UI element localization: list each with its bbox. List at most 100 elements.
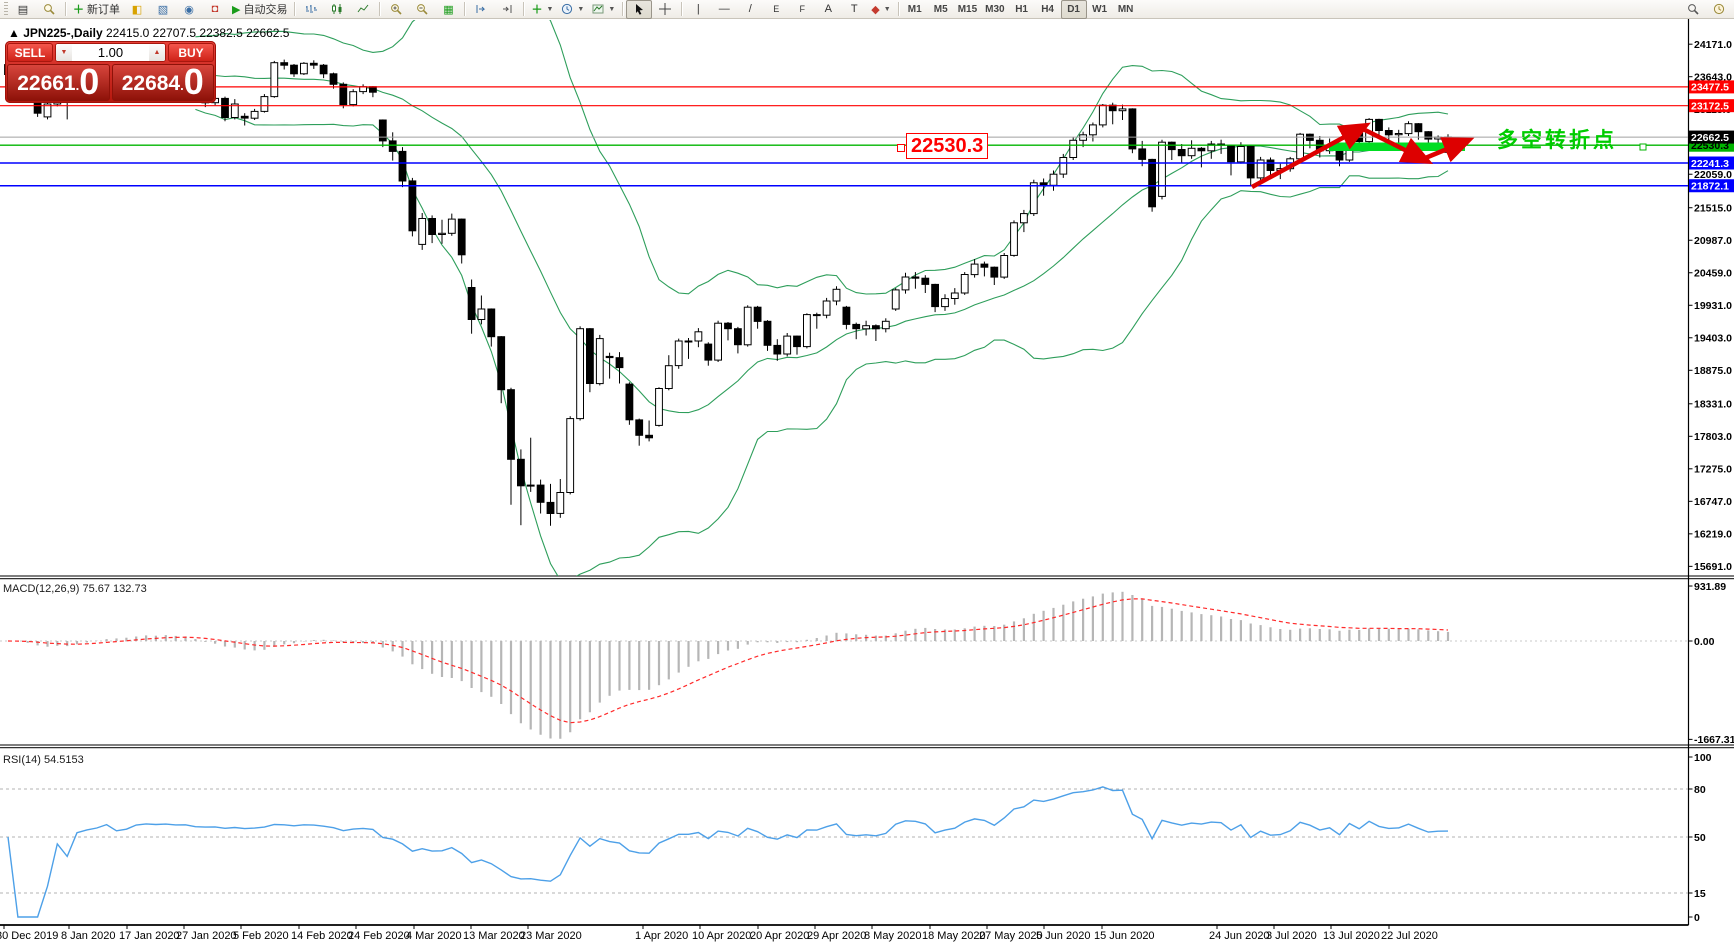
candle: [783, 335, 792, 355]
candle: [319, 64, 328, 75]
svg-text:-1667.31: -1667.31: [1694, 734, 1734, 746]
macd-indicator: [0, 591, 1688, 739]
candle: [1404, 123, 1413, 135]
timeframe-button-MN[interactable]: MN: [1117, 3, 1134, 15]
candle: [901, 276, 910, 291]
sell-price-display[interactable]: 22661. 0: [7, 64, 110, 101]
candle: [447, 218, 456, 234]
candle: [842, 306, 851, 325]
timeframe-button-H4[interactable]: H4: [1041, 3, 1054, 15]
market-icon: ◘: [211, 3, 219, 15]
auto-scroll-icon: [476, 5, 486, 13]
timeframe-button-M15[interactable]: M15: [957, 3, 978, 15]
candle: [576, 328, 585, 420]
candle: [378, 119, 387, 142]
svg-text:0.00: 0.00: [1694, 636, 1715, 648]
line-anchor[interactable]: [1639, 143, 1647, 151]
candle: [605, 355, 614, 359]
zoom-in-button[interactable]: [383, 0, 409, 19]
charts-list-button[interactable]: ▤: [10, 0, 36, 19]
timeframe-button-W1[interactable]: W1: [1092, 3, 1108, 15]
symbol-title: JPN225-,Daily: [23, 26, 103, 40]
buy-price-display[interactable]: 22684. 0: [111, 64, 214, 101]
timeframe-button-M5[interactable]: M5: [933, 3, 948, 15]
data-window-button[interactable]: [36, 0, 62, 19]
text-tool-icon: A: [824, 3, 832, 15]
new-order-label: 新订单: [87, 4, 120, 16]
candle: [1089, 124, 1097, 136]
candle: [1000, 255, 1009, 278]
candle: [398, 150, 407, 182]
fibonacci-tool-button[interactable]: F: [789, 0, 815, 19]
label-tool-button[interactable]: T: [841, 0, 867, 19]
price-axis[interactable]: 24171.023643.023115.022059.021515.020987…: [1688, 39, 1733, 573]
svg-text:5 Feb 2020: 5 Feb 2020: [233, 930, 289, 942]
timeframe-button-D1[interactable]: D1: [1060, 0, 1087, 19]
svg-text:23172.5: 23172.5: [1691, 100, 1729, 112]
candle: [1010, 222, 1018, 256]
search-button[interactable]: [1680, 0, 1706, 19]
periods-button[interactable]: ▼: [557, 0, 588, 19]
line-chart-mode-button[interactable]: [350, 0, 376, 19]
auto-scroll-button[interactable]: [468, 0, 494, 19]
svg-text:27 May 2020: 27 May 2020: [979, 930, 1043, 942]
timeframe-button-H1[interactable]: H1: [1015, 3, 1028, 15]
zigzag-trend-arrows[interactable]: [1250, 122, 1475, 189]
profiles-button[interactable]: ▧: [150, 0, 176, 19]
crosshair-tool-button[interactable]: [652, 0, 678, 19]
buy-button[interactable]: BUY: [168, 43, 214, 62]
candle: [941, 298, 949, 308]
charts-list-icon: ▤: [17, 3, 29, 16]
pivot-annotation-text[interactable]: 多空转折点: [1497, 129, 1617, 152]
svg-text:24 Feb 2020: 24 Feb 2020: [348, 930, 410, 942]
toolbar-drag-handle[interactable]: [4, 2, 8, 16]
candle: [408, 180, 417, 232]
candle: [773, 344, 782, 355]
text-tool-button[interactable]: A: [815, 0, 841, 19]
symbol-collapse-icon[interactable]: ▲: [8, 26, 20, 40]
timeframe-button-M1[interactable]: M1: [907, 3, 922, 15]
volume-decrease-button[interactable]: ▼: [56, 44, 72, 61]
templates-button[interactable]: ▼: [588, 0, 619, 19]
volume-increase-button[interactable]: ▲: [149, 44, 165, 61]
zoom-out-button[interactable]: [409, 0, 435, 19]
candle: [970, 263, 979, 276]
svg-text:21515.0: 21515.0: [1694, 203, 1732, 215]
candle: [763, 320, 772, 346]
vertical-line-tool-button[interactable]: |: [685, 0, 711, 19]
candle: [1296, 133, 1304, 160]
cursor-tool-button[interactable]: [626, 0, 653, 19]
chart-shift-button[interactable]: [494, 0, 520, 19]
time-button[interactable]: [1706, 0, 1732, 19]
styles-button[interactable]: ◧: [124, 0, 150, 19]
trendline-tool-button[interactable]: /: [737, 0, 763, 19]
candle: [1020, 213, 1028, 224]
new-order-button[interactable]: ＋ 新订单: [69, 0, 124, 19]
svg-text:15: 15: [1694, 888, 1706, 900]
indicators-button[interactable]: ＋ ▼: [527, 0, 557, 19]
channel-tool-button[interactable]: E: [763, 0, 789, 19]
bar-chart-mode-button[interactable]: [298, 0, 324, 19]
candle: [1158, 141, 1166, 197]
label-tool-icon: T: [850, 3, 858, 15]
tile-windows-button[interactable]: ▦: [435, 0, 461, 19]
vline-icon: |: [696, 3, 700, 15]
horizontal-line-tool-button[interactable]: —: [711, 0, 737, 19]
chevron-down-icon: ▼: [546, 5, 554, 13]
macd-axis: 931.89 0.00 -1667.31: [1688, 581, 1734, 746]
arrows-tool-button[interactable]: ◆ ▼: [867, 0, 894, 19]
autotrading-button[interactable]: ▶ 自动交易: [228, 0, 291, 19]
timeframe-button-M30[interactable]: M30: [985, 3, 1005, 15]
candlestick-mode-button[interactable]: [324, 0, 350, 19]
price-level-textbox[interactable]: 22530.3: [906, 133, 989, 159]
sell-button[interactable]: SELL: [7, 43, 53, 62]
chevron-down-icon: ▼: [883, 5, 891, 13]
market-button[interactable]: ◘: [202, 0, 228, 19]
price-box-anchor[interactable]: [897, 144, 905, 152]
candle: [1384, 130, 1393, 136]
chart-shift-icon: [503, 5, 512, 13]
volume-input[interactable]: 1.00: [72, 44, 149, 61]
signals-button[interactable]: ◉: [176, 0, 202, 19]
